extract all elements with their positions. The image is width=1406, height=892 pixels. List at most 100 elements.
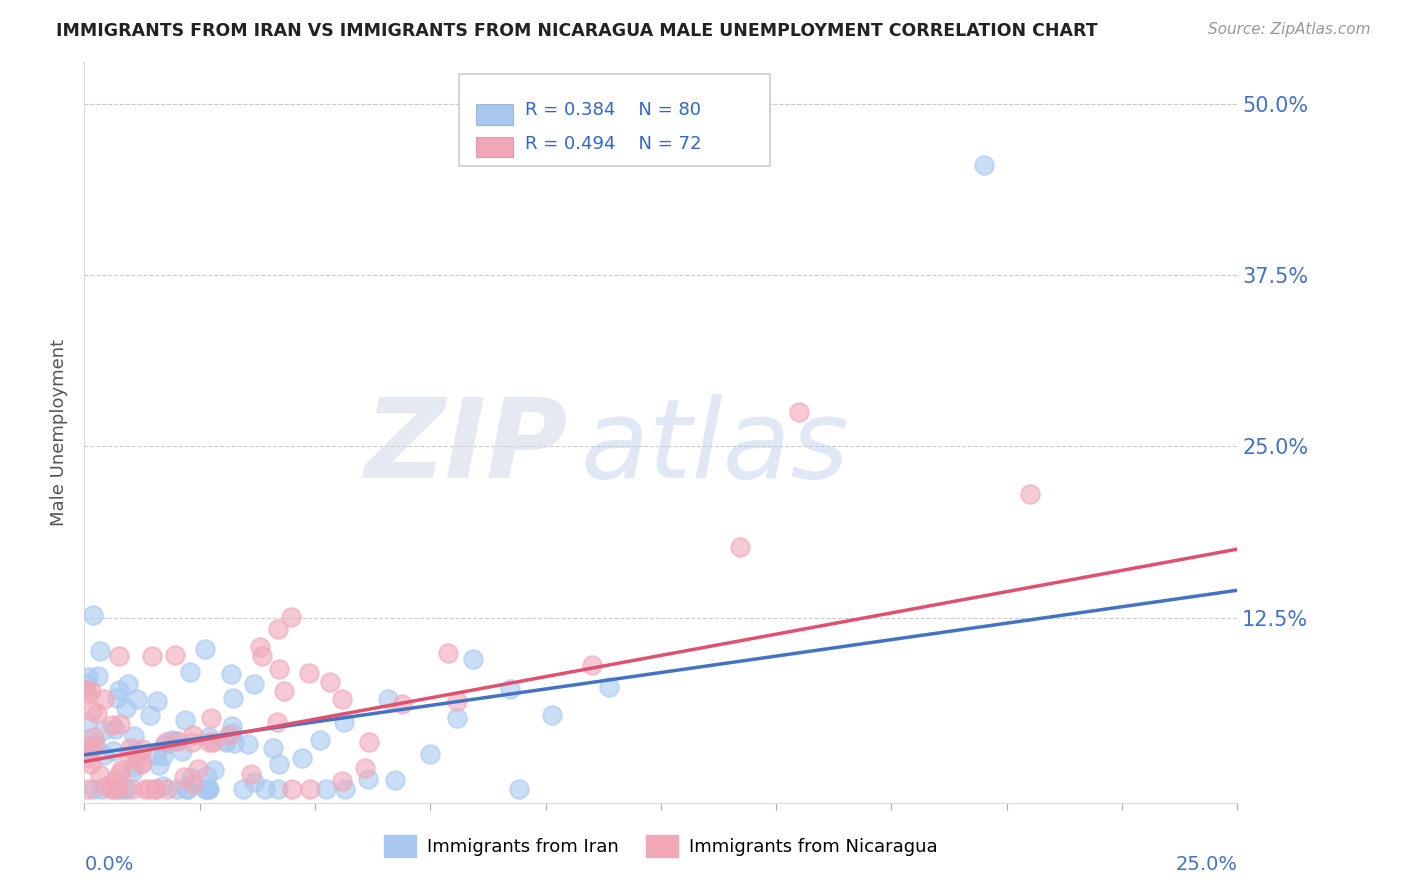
Y-axis label: Male Unemployment: Male Unemployment	[51, 339, 69, 526]
Point	[315, 782, 337, 797]
Point	[308, 732, 330, 747]
Point	[82, 608, 104, 623]
Point	[80, 683, 103, 698]
Point	[332, 691, 354, 706]
Point	[115, 700, 138, 714]
Point	[83, 782, 105, 797]
Point	[153, 738, 176, 752]
Point	[384, 773, 406, 788]
Point	[446, 694, 468, 708]
Point	[266, 622, 288, 636]
Point	[215, 735, 238, 749]
Point	[145, 782, 167, 797]
Text: R = 0.494    N = 72: R = 0.494 N = 72	[524, 135, 702, 153]
Point	[139, 708, 162, 723]
Point	[200, 711, 222, 725]
FancyBboxPatch shape	[477, 136, 513, 157]
Point	[179, 665, 201, 679]
Text: R = 0.384    N = 80: R = 0.384 N = 80	[524, 101, 700, 119]
Point	[419, 747, 441, 762]
Point	[180, 771, 202, 785]
Point	[77, 782, 100, 797]
Text: Source: ZipAtlas.com: Source: ZipAtlas.com	[1208, 22, 1371, 37]
Point	[356, 772, 378, 787]
Point	[194, 641, 217, 656]
Point	[86, 706, 108, 721]
Point	[254, 782, 277, 797]
Point	[107, 782, 129, 797]
Point	[195, 769, 218, 783]
Legend: Immigrants from Iran, Immigrants from Nicaragua: Immigrants from Iran, Immigrants from Ni…	[377, 828, 945, 864]
Text: IMMIGRANTS FROM IRAN VS IMMIGRANTS FROM NICARAGUA MALE UNEMPLOYMENT CORRELATION : IMMIGRANTS FROM IRAN VS IMMIGRANTS FROM …	[56, 22, 1098, 40]
Point	[222, 690, 245, 705]
Point	[75, 675, 97, 690]
Point	[148, 758, 170, 772]
Point	[221, 726, 243, 740]
Point	[163, 734, 186, 748]
Point	[145, 782, 167, 797]
Point	[499, 681, 522, 696]
Text: atlas: atlas	[581, 394, 849, 501]
Point	[1018, 487, 1040, 501]
Point	[96, 779, 118, 793]
Point	[728, 540, 751, 554]
Point	[201, 735, 224, 749]
Point	[508, 782, 530, 797]
FancyBboxPatch shape	[460, 73, 770, 166]
Point	[281, 782, 304, 797]
Point	[174, 782, 197, 797]
Point	[138, 782, 160, 797]
Point	[240, 766, 263, 780]
Point	[250, 648, 273, 663]
Point	[77, 740, 100, 755]
Point	[83, 730, 105, 744]
Point	[80, 756, 103, 771]
Point	[155, 734, 177, 748]
Point	[267, 662, 290, 676]
Point	[84, 739, 107, 754]
Point	[174, 713, 197, 727]
Point	[197, 735, 219, 749]
Point	[787, 405, 810, 419]
Point	[114, 782, 136, 797]
Point	[127, 750, 149, 764]
Point	[198, 731, 221, 745]
Point	[195, 782, 218, 797]
Point	[107, 782, 129, 797]
Point	[93, 723, 115, 737]
Text: ZIP: ZIP	[366, 394, 568, 501]
Point	[77, 670, 100, 684]
Point	[117, 677, 139, 691]
Point	[83, 736, 105, 750]
Point	[105, 690, 128, 705]
Point	[76, 715, 98, 730]
Point	[214, 732, 236, 747]
Point	[166, 782, 188, 797]
Point	[93, 748, 115, 763]
Point	[219, 667, 242, 681]
Point	[134, 782, 156, 797]
Point	[266, 714, 288, 729]
Point	[197, 782, 219, 797]
Point	[581, 658, 603, 673]
Point	[108, 682, 131, 697]
Point	[377, 691, 399, 706]
Point	[118, 741, 141, 756]
Point	[973, 158, 995, 172]
Point	[446, 711, 468, 725]
Point	[232, 782, 254, 797]
Point	[108, 766, 131, 780]
Point	[318, 675, 340, 690]
Point	[262, 741, 284, 756]
Point	[117, 747, 139, 762]
Point	[108, 649, 131, 664]
Point	[121, 760, 143, 774]
Point	[221, 719, 243, 733]
Point	[236, 737, 259, 751]
Point	[104, 722, 127, 736]
Point	[160, 733, 183, 747]
Point	[598, 680, 620, 694]
Point	[173, 771, 195, 785]
Point	[332, 714, 354, 729]
Point	[108, 717, 131, 731]
